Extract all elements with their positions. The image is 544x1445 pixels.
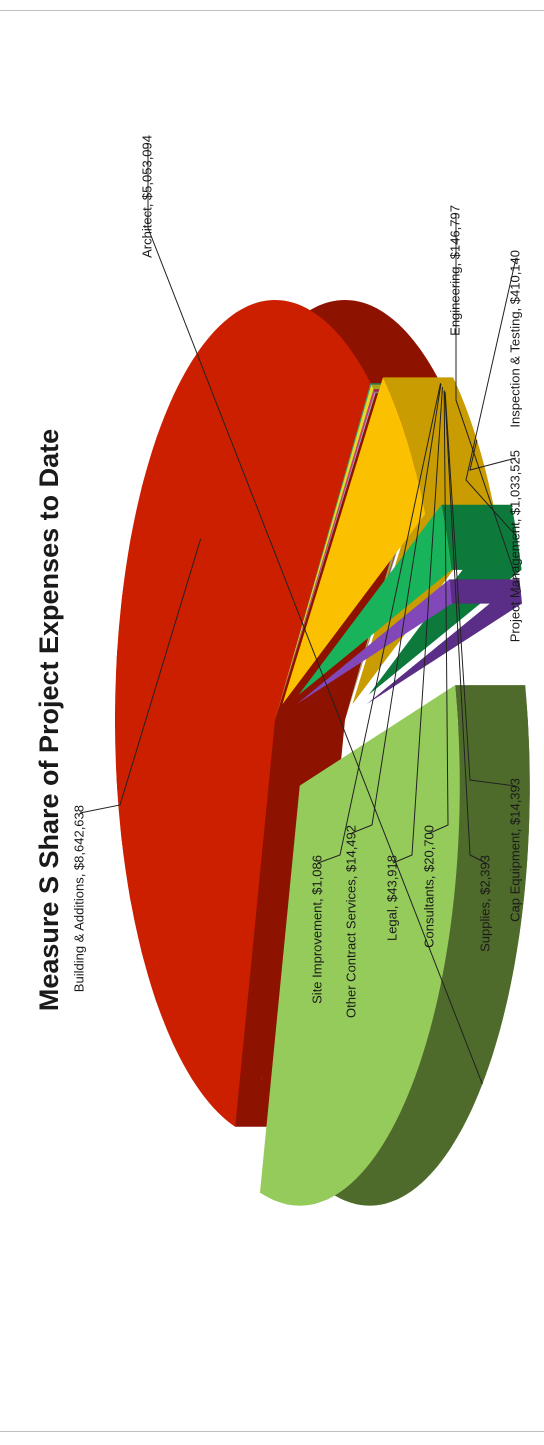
- bottom-border: [0, 1431, 544, 1432]
- label-other-contract-services: Other Contract Services, $14,492: [343, 825, 358, 1018]
- slices-layer: [115, 300, 530, 1206]
- label-inspection-and-testing: Inspection & Testing, $410,140: [507, 250, 522, 428]
- label-architect: Architect, $5,053,094: [139, 135, 154, 258]
- label-building-and-additions: Building & Additions, $8,642,638: [71, 805, 86, 992]
- label-consultants: Consultants, $20,700: [421, 825, 436, 948]
- chart-title: Measure S Share of Project Expenses to D…: [34, 429, 64, 1011]
- label-supplies: Supplies, $2,393: [477, 855, 492, 952]
- label-legal: Legal, $43,918: [384, 855, 399, 941]
- label-site-improvement: Site Improvement, $1,086: [309, 855, 324, 1004]
- top-border: [0, 10, 544, 11]
- label-engineering: Engineering, $146,797: [447, 205, 462, 336]
- label-project-management: Project Management, $1,033,525: [507, 450, 522, 642]
- label-cap-equipment: Cap Equipment, $14,393: [507, 778, 522, 922]
